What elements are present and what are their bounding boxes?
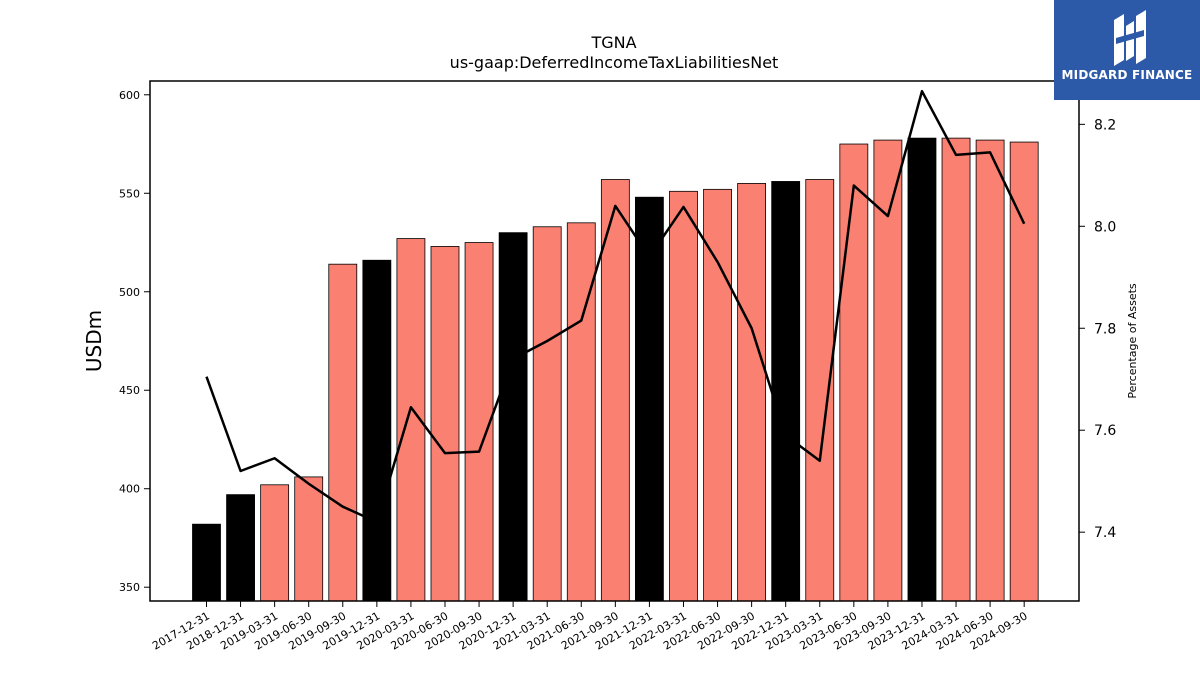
y-tick-label: 400	[119, 483, 140, 496]
y-tick-label: 350	[119, 581, 140, 594]
y2-tick-label: 7.8	[1094, 321, 1116, 337]
bar-2023-09-30	[873, 139, 903, 602]
y2-tick-label: 8.0	[1094, 219, 1116, 235]
y2-tick-label: 8.2	[1094, 117, 1116, 133]
x-axis: 2017-12-312018-12-312019-03-312019-06-30…	[150, 601, 1030, 653]
chart-subtitle: us-gaap:DeferredIncomeTaxLiabilitiesNet	[450, 53, 779, 72]
bar-2019-12-31	[362, 259, 392, 602]
bar-2023-12-31	[907, 137, 937, 602]
logo-text: MIDGARD FINANCE	[1061, 68, 1193, 82]
y-tick-label: 600	[119, 89, 140, 102]
y-tick-label: 500	[119, 286, 140, 299]
plot-frame	[149, 80, 1080, 602]
bar-2021-03-31	[532, 226, 562, 602]
bar-2022-12-31	[771, 181, 801, 602]
y2-axis-label: Percentage of Assets	[1126, 283, 1139, 399]
y-axis-label: USDm	[82, 310, 106, 372]
bar-2024-03-31	[941, 137, 971, 602]
percentage-of-assets-line	[205, 89, 1026, 524]
bar-2020-12-31	[498, 232, 528, 602]
bars-group	[192, 137, 1039, 602]
y-tick-label: 550	[119, 187, 140, 200]
bar-2023-06-30	[839, 143, 869, 602]
left-axis: 350 400 450 500 550 600	[119, 89, 150, 594]
bar-2021-12-31	[635, 196, 664, 602]
chart-title: TGNA	[590, 33, 636, 52]
bar-2022-06-30	[703, 188, 732, 602]
bar-2019-03-31	[260, 484, 290, 602]
y2-tick-label: 7.6	[1094, 423, 1116, 439]
right-axis: 7.4 7.6 7.8 8.0 8.2	[1079, 117, 1116, 541]
bar-2019-06-30	[294, 476, 324, 602]
bar-2022-03-31	[669, 190, 698, 602]
bar-2018-12-31	[226, 494, 255, 602]
bar-2024-09-30	[1009, 141, 1039, 602]
y-tick-label: 450	[119, 384, 140, 397]
y2-tick-label: 7.4	[1094, 525, 1116, 541]
bar-2022-09-30	[737, 183, 767, 602]
bar-2020-06-30	[430, 246, 460, 602]
midgard-finance-logo: MIDGARD FINANCE	[1054, 0, 1200, 100]
bar-2021-06-30	[566, 222, 596, 602]
bar-2024-06-30	[975, 139, 1005, 602]
bar-2019-09-30	[328, 263, 358, 602]
logo-mark-icon	[1114, 10, 1146, 66]
bar-2017-12-31	[192, 523, 221, 602]
